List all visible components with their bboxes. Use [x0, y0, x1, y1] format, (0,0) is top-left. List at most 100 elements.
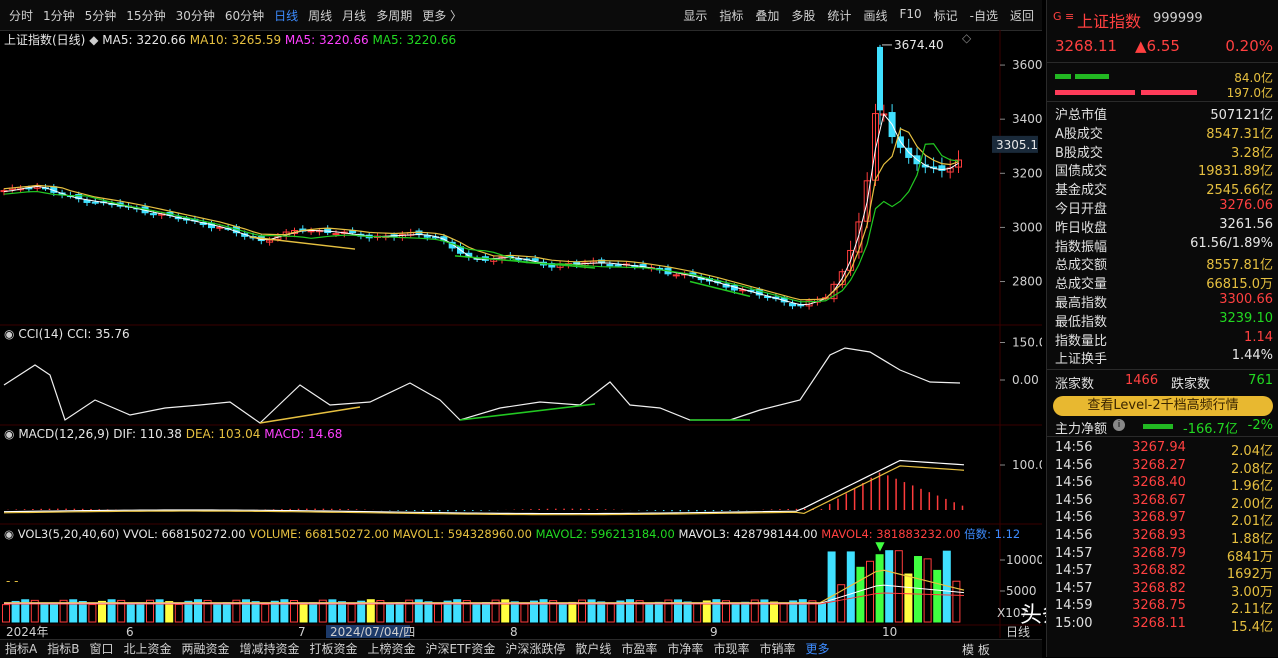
period-tab[interactable]: 周线 [308, 9, 333, 23]
index-change-pct: 0.20% [1225, 37, 1273, 55]
volume-bar [126, 602, 135, 623]
period-tab[interactable]: 分时 [9, 9, 34, 23]
candle-body [938, 165, 946, 171]
bottom-tab[interactable]: 市销率 [759, 642, 796, 656]
volume-bar [539, 599, 548, 623]
tool-menu-item[interactable]: F10 [899, 7, 922, 21]
period-tab[interactable]: 5分钟 [84, 9, 117, 23]
stat-label: 今日开盘 [1055, 202, 1108, 217]
stat-value: 3.28亿 [1231, 145, 1273, 161]
main-legend: 上证指数(日线) ◆ MA5: 3220.66 MA10: 3265.59 MA… [4, 31, 456, 48]
tick-time: 15:00 [1055, 616, 1093, 631]
period-tab[interactable]: 30分钟 [175, 9, 215, 23]
tick-volume: 6841万 [1226, 549, 1273, 565]
tool-menu-item[interactable]: -自选 [969, 9, 998, 23]
chart-area[interactable]: 3600 3400 3200 3000 2800 3305.1 3674.40 ◇ 150.0 0… [0, 30, 1046, 639]
tool-menu-item[interactable]: 统计 [827, 9, 852, 23]
ma10-line [3, 127, 959, 301]
index-price: 3268.11 [1055, 37, 1118, 55]
volume-bar [136, 602, 145, 623]
bottom-tab[interactable]: 增减持资金 [239, 642, 300, 656]
tool-menu-item[interactable]: 标记 [933, 9, 958, 23]
stat-label: 总成交量 [1055, 277, 1108, 293]
bottom-tab[interactable]: 两融资金 [181, 642, 230, 656]
volume-bar [98, 600, 106, 623]
period-tab[interactable]: 15分钟 [126, 9, 166, 23]
stat-label: 基金成交 [1055, 183, 1108, 199]
bottom-tab[interactable]: 沪深涨跌停 [505, 642, 566, 656]
stat-row: B股成交 3.28亿 [1055, 142, 1273, 161]
volume-bar [424, 601, 433, 623]
cci-divergence-arrow [259, 406, 361, 424]
period-tab[interactable]: 月线 [342, 9, 367, 23]
tool-menu-item[interactable]: 画线 [863, 9, 888, 23]
bottom-tab[interactable]: 指标A [5, 642, 38, 656]
price-axis-label: 3000 [1012, 220, 1042, 234]
stat-row: 今日开盘 3276.06 [1055, 198, 1273, 217]
bottom-tab[interactable]: 打板资金 [309, 642, 358, 656]
level2-button[interactable]: 查看Level-2千档高频行情 [1053, 396, 1273, 416]
stat-row: 基金成交 2545.66亿 [1055, 179, 1273, 199]
volume-bar [261, 603, 270, 623]
stat-value: 61.56/1.89% [1190, 235, 1273, 251]
kline-chart-svg[interactable]: 3600 3400 3200 3000 2800 3305.1 3674.40 ◇ 150.0 0… [0, 30, 1046, 639]
volume-bar [501, 599, 510, 623]
volume-bar [318, 599, 327, 623]
period-tab[interactable]: 1分钟 [43, 9, 75, 23]
macd-dea: DEA: 103.04 [185, 427, 261, 441]
volume-bar [933, 569, 942, 623]
period-tab[interactable]: 60分钟 [224, 9, 265, 23]
stat-label: 指数振幅 [1055, 239, 1108, 255]
stat-label: 最高指数 [1055, 296, 1108, 311]
vol-marker: - - [6, 574, 18, 588]
bottom-tab[interactable]: 更多 [805, 642, 830, 656]
tool-menu-item[interactable]: 多股 [791, 9, 816, 23]
stat-value: 2545.66亿 [1206, 183, 1273, 199]
info-icon[interactable]: i [1113, 419, 1125, 431]
period-tabs: 分时 1分钟 5分钟 15分钟 30分钟 60分钟 日线 周线 月线 多周期 更多 〉 [4, 7, 467, 24]
volume-bar [645, 603, 654, 623]
template-button[interactable]: 模 板 [962, 643, 990, 657]
stat-row: A股成交 8547.31亿 [1055, 123, 1273, 142]
volume-bar [21, 599, 30, 623]
vol-axis-label: 10000 [1006, 553, 1042, 567]
period-tab[interactable]: 日线 [274, 9, 299, 23]
bottom-tab[interactable]: 北上资金 [123, 642, 172, 656]
tool-menu: 显示 指标 叠加 多股 统计 画线 F10 标记 -自选 返回 [677, 7, 1040, 24]
tick-volume: 2.04亿 [1231, 444, 1273, 459]
period-tab[interactable]: 多周期 [376, 9, 413, 23]
tool-menu-item[interactable]: 返回 [1009, 9, 1034, 23]
tool-menu-item[interactable]: 叠加 [755, 9, 780, 23]
cci-toggle-icon[interactable]: ◉ [4, 327, 15, 341]
period-tab[interactable]: 更多 〉 [422, 9, 463, 23]
trend-arrow [454, 255, 596, 269]
bottom-tab[interactable]: 市净率 [667, 642, 704, 656]
bottom-tab[interactable]: 市现率 [713, 642, 750, 656]
volume-bar [808, 600, 817, 623]
tool-menu-item[interactable]: 显示 [683, 9, 708, 23]
bottom-tab[interactable]: 沪深ETF资金 [425, 642, 496, 656]
volume-bar [395, 602, 404, 623]
macd-toggle-icon[interactable]: ◉ [4, 427, 15, 441]
settings-diamond-icon[interactable]: ◆ [89, 33, 99, 47]
divider [1047, 101, 1278, 102]
date-axis-label: 7 [298, 625, 306, 638]
bottom-tab[interactable]: 指标B [47, 642, 80, 656]
bottom-tab[interactable]: 市盈率 [621, 642, 658, 656]
volume-bar [242, 599, 250, 623]
top-toolbar: 分时 1分钟 5分钟 15分钟 30分钟 60分钟 日线 周线 月线 多周期 更多 〉 显示 指标 叠加… [0, 0, 1042, 31]
stat-value: 3276.06 [1219, 198, 1273, 213]
stat-label: 最低指数 [1055, 314, 1108, 330]
bottom-tab[interactable]: 窗口 [89, 642, 114, 656]
tick-row: 14:59 3268.75 2.11亿 [1055, 598, 1273, 617]
bottom-tab[interactable]: 散户线 [575, 642, 612, 656]
main-legend-name: 上证指数(日线) [4, 33, 86, 47]
vol-toggle-icon[interactable]: ◉ [4, 527, 15, 541]
main-flow-value: -166.7亿 [1183, 422, 1238, 437]
tool-menu-item[interactable]: 指标 [719, 9, 744, 23]
volume-bar [683, 601, 692, 623]
bottom-tab[interactable]: 上榜资金 [367, 642, 416, 656]
volume-bar [338, 601, 346, 623]
main-flow-pct: -2% [1247, 418, 1273, 433]
volume-bar [213, 602, 222, 623]
